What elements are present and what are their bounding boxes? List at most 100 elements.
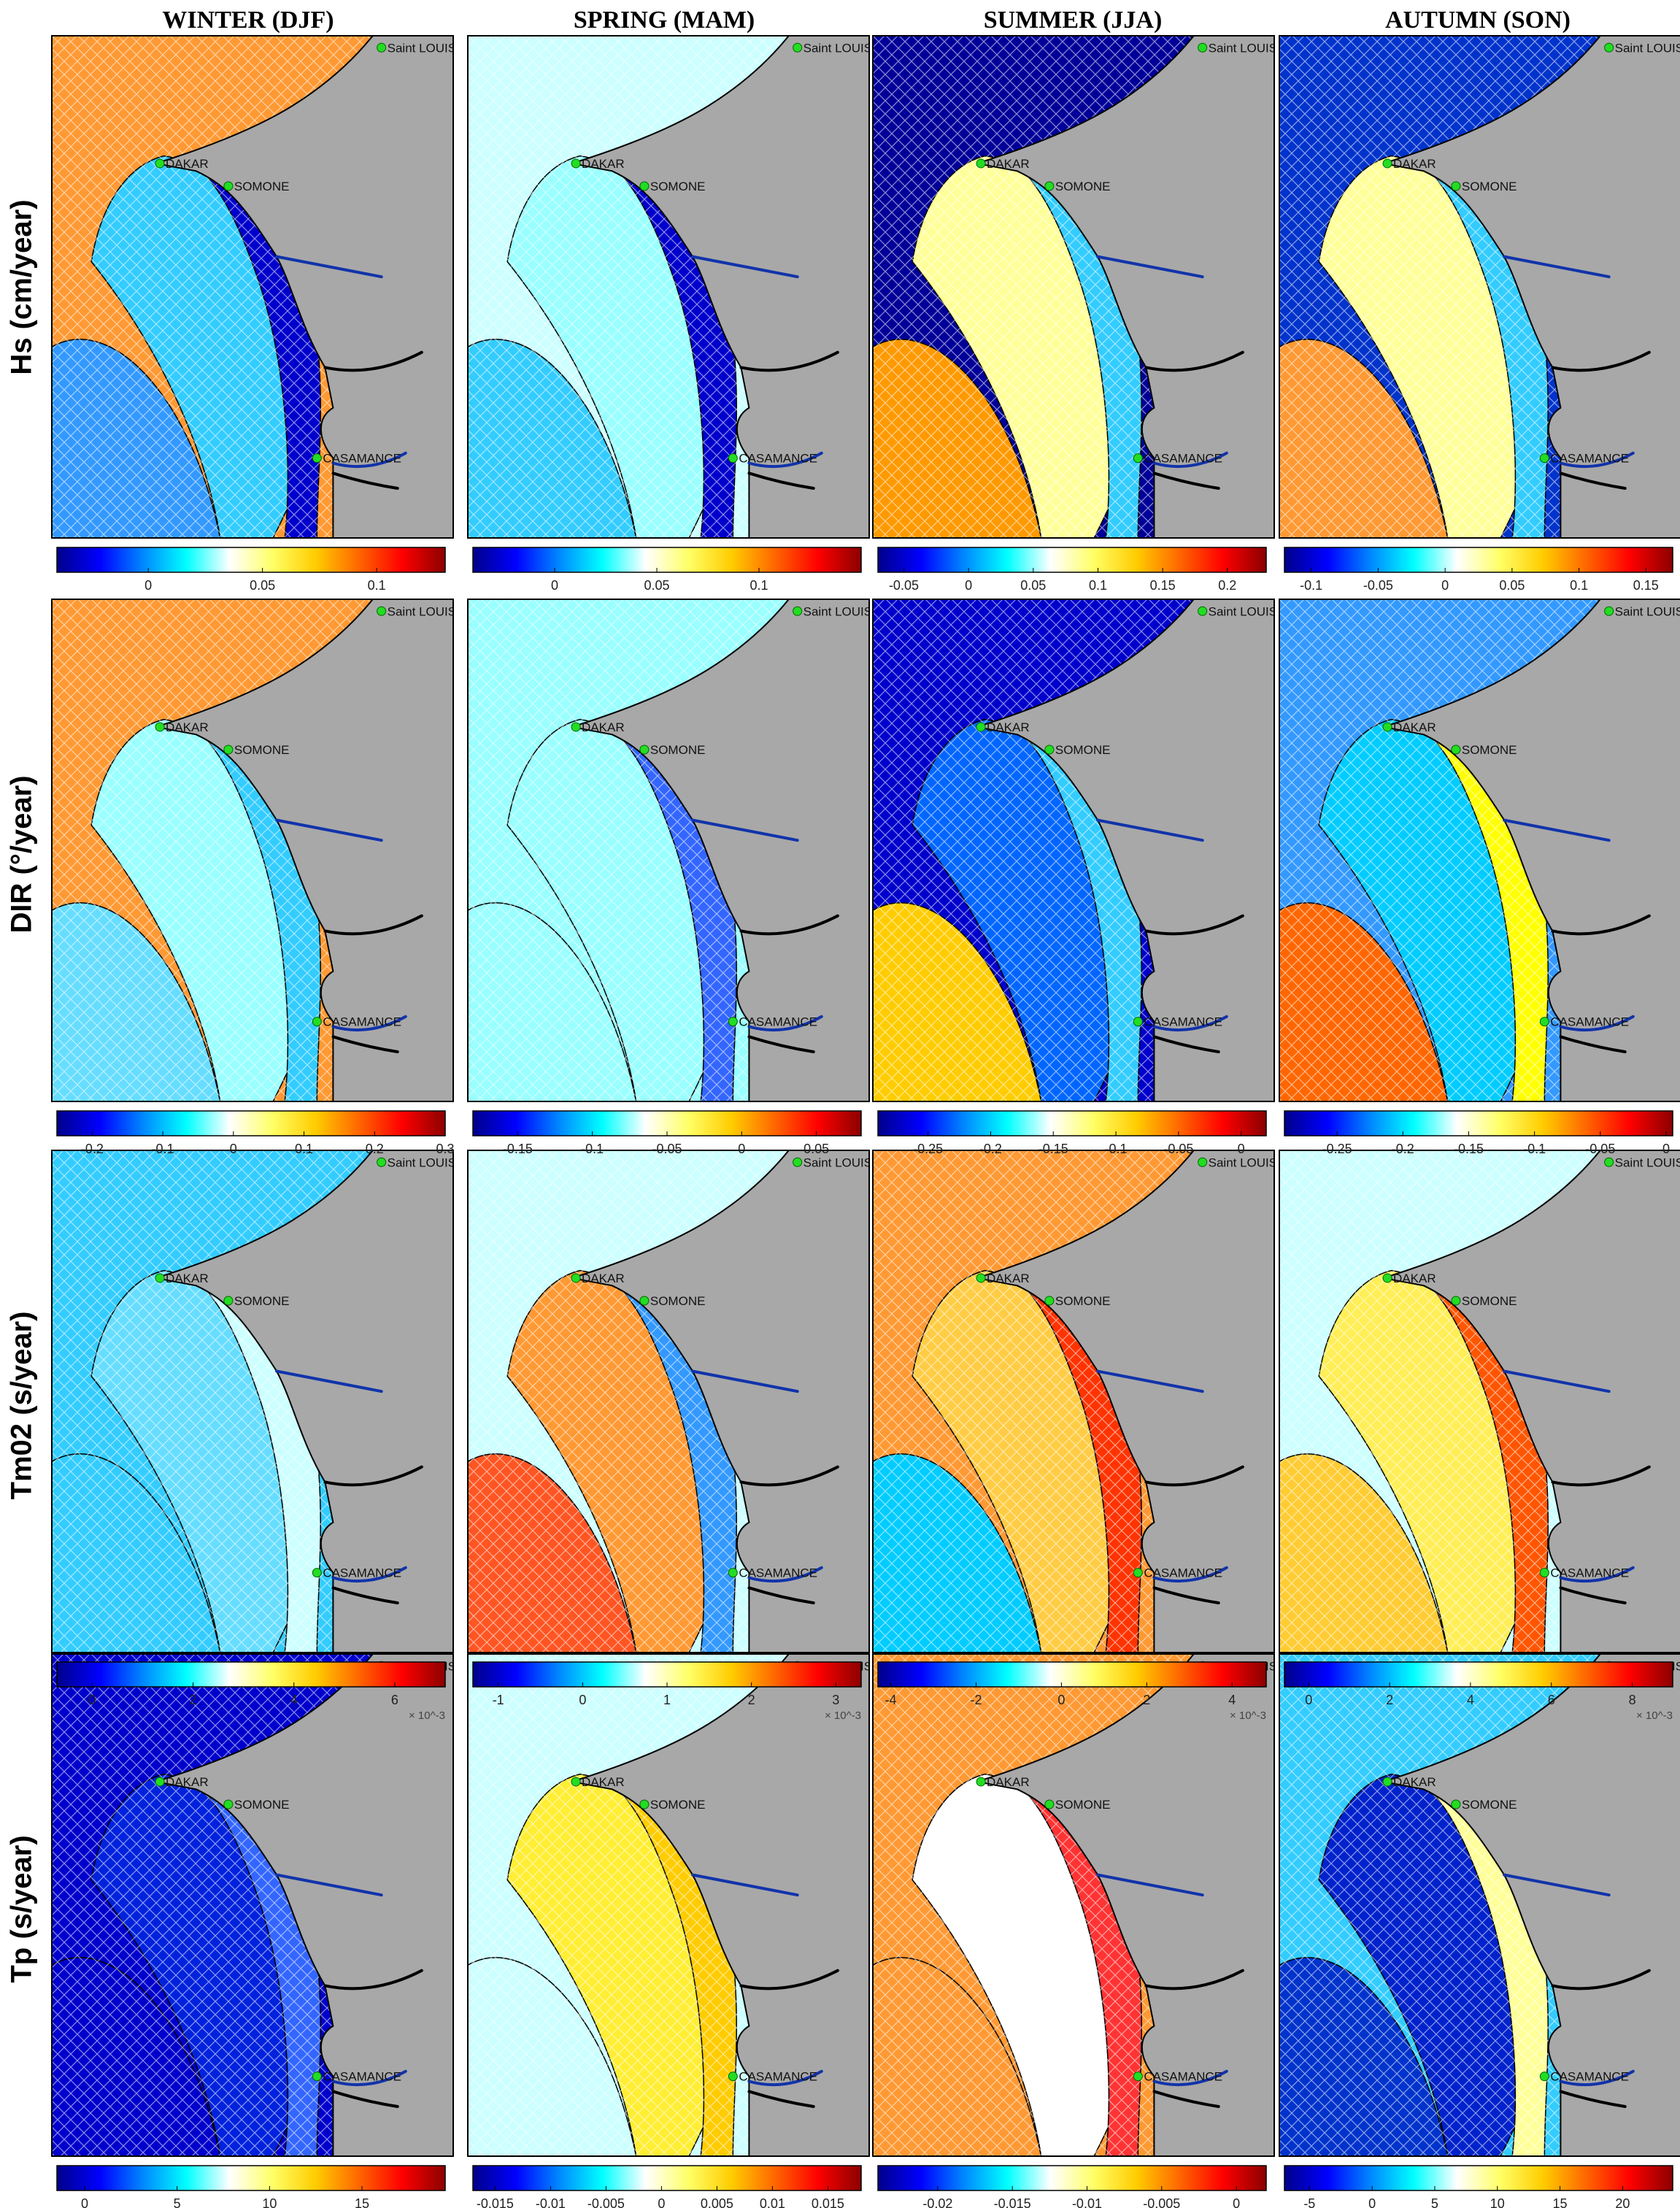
colorbar-tick-label: 0.15 xyxy=(1150,578,1176,593)
colorbar-tick-label: -0.05 xyxy=(652,1142,682,1156)
colorbar-tick-label: 0.1 xyxy=(295,1142,313,1156)
colorbar-tick-label: -4 xyxy=(885,1693,897,1707)
colorbar-tick-label: 2 xyxy=(190,1693,197,1707)
colorbar-tick-label: -1 xyxy=(493,1693,504,1707)
colorbar-tp-summer: -0.02 -0.015 -0.01 -0.005 0 xyxy=(876,2164,1279,2208)
city-label-3: CASAMANCE xyxy=(1144,1015,1222,1029)
city-marker xyxy=(155,1273,165,1283)
city-label-3: CASAMANCE xyxy=(1550,2070,1629,2084)
city-label-1: DAKAR xyxy=(582,157,625,171)
colorbar-exponent: × 10^-3 xyxy=(825,1709,861,1722)
city-label-3: CASAMANCE xyxy=(1550,452,1629,466)
colorbar-tick-label: 15 xyxy=(355,2196,369,2208)
city-label-3: CASAMANCE xyxy=(323,452,401,466)
colorbar-tick-label: 0.05 xyxy=(644,578,669,593)
colorbar-gradient xyxy=(1284,547,1673,573)
city-marker xyxy=(1604,606,1614,616)
colorbar-tm02-autumn: 0 2 4 6 8 × 10^-3 xyxy=(1283,1661,1680,1727)
city-label-1: DAKAR xyxy=(1393,157,1436,171)
colorbar-hs-spring: 0 0.05 0.1 xyxy=(471,546,874,612)
colorbar-tick-label: 0 xyxy=(145,578,152,593)
colorbar-tm02-summer: -4 -2 0 2 4 × 10^-3 xyxy=(876,1661,1279,1727)
colorbar-tick-label: 15 xyxy=(1553,2196,1568,2208)
colorbar-hs-summer: -0.05 0 0.05 0.1 0.15 0.2 xyxy=(876,546,1279,612)
colorbar-tick-label: -0.1 xyxy=(1300,578,1322,593)
colorbar-tick-label: -0.25 xyxy=(1322,1142,1352,1156)
city-label-2: SOMONE xyxy=(1462,180,1517,193)
map-panel-dir-autumn: Saint LOUIS DAKAR SOMONE CASAMANCE xyxy=(1279,599,1680,1102)
city-marker xyxy=(1133,1017,1143,1027)
city-label-1: DAKAR xyxy=(166,720,209,734)
row-title-dir: DIR (°/year) xyxy=(5,774,38,934)
city-marker xyxy=(1198,42,1208,53)
city-marker xyxy=(1133,2072,1143,2082)
city-label-1: DAKAR xyxy=(987,720,1030,734)
city-marker xyxy=(1604,42,1614,53)
land xyxy=(571,35,870,539)
city-marker xyxy=(1539,453,1549,463)
colorbar-tick-label: 10 xyxy=(262,2196,277,2208)
colorbar-tick-label: 0 xyxy=(579,1693,586,1707)
colorbar-tick-label: 0.3 xyxy=(436,1142,454,1156)
city-marker xyxy=(1044,745,1055,755)
colorbar-tick-label: 0 xyxy=(1057,1693,1065,1707)
colorbar-tick-label: 0.15 xyxy=(1633,578,1659,593)
city-marker xyxy=(1198,1157,1208,1167)
colorbar-tick-label: 0.05 xyxy=(1499,578,1525,593)
city-marker xyxy=(377,606,387,616)
city-label-0: Saint LOUIS xyxy=(1209,1155,1275,1169)
row-title-tp: Tp (s/year) xyxy=(5,1834,38,1983)
city-label-3: CASAMANCE xyxy=(1550,1566,1629,1580)
land xyxy=(1383,35,1680,539)
city-marker xyxy=(1451,745,1461,755)
colorbar-tick-label: 0 xyxy=(1368,2196,1376,2208)
city-label-2: SOMONE xyxy=(650,743,706,757)
city-marker xyxy=(639,745,650,755)
city-marker xyxy=(312,1568,322,1578)
colorbar-tick-label: 0.05 xyxy=(804,1142,829,1156)
land xyxy=(976,35,1275,539)
colorbar-tick-label: -0.1 xyxy=(1523,1142,1546,1156)
colorbar-tick-label: 2 xyxy=(1386,1693,1393,1707)
colorbar-tick-label: 0.05 xyxy=(1020,578,1046,593)
city-marker xyxy=(1539,2072,1549,2082)
colorbar-tick-label: 5 xyxy=(1431,2196,1438,2208)
colorbar-tick-label: 8 xyxy=(1629,1693,1636,1707)
land xyxy=(155,35,454,539)
city-marker xyxy=(155,722,165,732)
colorbar-tick-label: 0 xyxy=(230,1142,237,1156)
city-label-3: CASAMANCE xyxy=(739,2070,817,2084)
colorbar-tick-label: 10 xyxy=(1490,2196,1505,2208)
colorbar-tick-label: -5 xyxy=(1303,2196,1315,2208)
row-title-tm02: Tm02 (s/year) xyxy=(5,1311,38,1499)
colorbar-tick-label: -0.2 xyxy=(979,1142,1002,1156)
city-label-2: SOMONE xyxy=(1462,1798,1517,1812)
city-marker xyxy=(1382,722,1392,732)
city-marker xyxy=(571,1777,581,1787)
colorbar-tick-label: -0.05 xyxy=(1363,578,1393,593)
city-marker xyxy=(1044,1296,1055,1306)
colorbar-tick-label: -0.15 xyxy=(503,1142,533,1156)
map-panel-dir-winter: Saint LOUIS DAKAR SOMONE CASAMANCE xyxy=(51,599,454,1102)
city-label-3: CASAMANCE xyxy=(1144,452,1222,466)
city-marker xyxy=(728,2072,738,2082)
colorbar-gradient xyxy=(56,547,446,573)
city-marker xyxy=(377,1157,387,1167)
city-label-2: SOMONE xyxy=(650,1798,706,1812)
column-title-autumn: AUTUMN (SON) xyxy=(1384,7,1571,34)
colorbar-tick-label: -0.01 xyxy=(536,2196,566,2208)
city-label-0: Saint LOUIS xyxy=(804,604,870,618)
land xyxy=(1383,599,1680,1102)
city-marker xyxy=(377,42,387,53)
city-marker xyxy=(1451,1296,1461,1306)
city-label-2: SOMONE xyxy=(234,743,290,757)
colorbar-tick-label: 4 xyxy=(1228,1693,1236,1707)
colorbar-tp-spring: -0.015 -0.01 -0.005 0 0.005 0.01 0.015 xyxy=(471,2164,874,2208)
city-label-1: DAKAR xyxy=(987,1272,1030,1285)
city-marker xyxy=(1539,1017,1549,1027)
colorbar-tick-label: 0.1 xyxy=(1570,578,1588,593)
colorbar-tick-label: 0 xyxy=(738,1142,745,1156)
